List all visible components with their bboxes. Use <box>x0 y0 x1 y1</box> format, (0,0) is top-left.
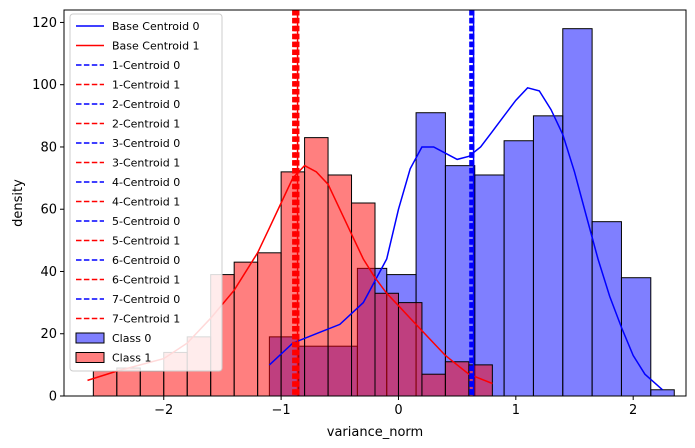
x-tick-label: 1 <box>512 403 520 418</box>
y-tick-label: 60 <box>40 203 57 218</box>
hist-bar <box>351 202 376 397</box>
legend-entry: Class 1 <box>75 352 151 365</box>
legend-entry: 6-Centroid 0 <box>76 254 180 267</box>
legend-entry: 3-Centroid 0 <box>76 137 180 150</box>
x-axis-ticks: −2 −1 0 1 2 <box>154 396 637 418</box>
kde-curve-0 <box>268 86 663 391</box>
legend-swatch <box>75 332 105 344</box>
hist-bar <box>304 137 329 397</box>
legend-entry: 1-Centroid 0 <box>76 59 180 72</box>
y-tick-label: 20 <box>40 327 57 342</box>
legend-label: Base Centroid 1 <box>112 40 200 53</box>
legend-label: 2-Centroid 0 <box>112 98 180 111</box>
legend-entry: 5-Centroid 1 <box>76 235 180 248</box>
legend-label: Base Centroid 0 <box>112 20 200 33</box>
x-tick-label: −1 <box>272 403 291 418</box>
centroid-lines-layer <box>292 10 475 396</box>
legend-entry: 7-Centroid 0 <box>76 293 180 306</box>
plot-frame <box>63 9 687 397</box>
legend-label: 6-Centroid 1 <box>112 274 180 287</box>
y-tick-label: 40 <box>40 265 57 280</box>
x-axis-label: variance_norm <box>327 425 423 440</box>
y-tick-label: 0 <box>49 390 57 405</box>
legend-label: 7-Centroid 1 <box>112 313 180 326</box>
legend-swatch <box>75 352 105 363</box>
legend: Base Centroid 0 Base Centroid 1 1-Centroid… <box>69 13 223 372</box>
x-tick-label: −2 <box>154 403 173 418</box>
legend-label: 1-Centroid 1 <box>112 79 180 92</box>
hist-bar <box>474 174 505 397</box>
legend-label: 4-Centroid 0 <box>112 176 180 189</box>
hist-bar <box>562 28 593 397</box>
legend-label: 4-Centroid 1 <box>112 196 180 209</box>
legend-label: 3-Centroid 1 <box>112 157 180 170</box>
legend-label: Class 1 <box>112 352 151 365</box>
y-tick-label: 120 <box>32 16 57 31</box>
y-tick-label: 80 <box>40 140 57 155</box>
legend-label: 2-Centroid 1 <box>112 118 180 131</box>
legend-entry: 5-Centroid 0 <box>76 215 180 228</box>
x-tick-label: 0 <box>394 403 402 418</box>
hist-bar <box>397 302 423 397</box>
legend-entry: 6-Centroid 1 <box>76 274 180 287</box>
legend-entry: 7-Centroid 1 <box>76 313 180 326</box>
legend-entry: Base Centroid 0 <box>76 20 200 33</box>
legend-label: 3-Centroid 0 <box>112 137 180 150</box>
hist-bar <box>591 221 622 397</box>
hist-bar <box>503 140 534 397</box>
legend-label: 7-Centroid 0 <box>112 293 180 306</box>
hist-bar <box>444 361 470 397</box>
legend-label: 5-Centroid 0 <box>112 215 180 228</box>
legend-label: 6-Centroid 0 <box>112 254 180 267</box>
hist-bar <box>116 367 141 397</box>
legend-entry: Base Centroid 1 <box>76 40 200 53</box>
y-axis-label: density <box>11 179 26 227</box>
hist-bar <box>257 252 282 397</box>
legend-entry: 2-Centroid 0 <box>76 98 180 111</box>
y-axis-ticks: 0 20 40 60 80 100 120 <box>32 16 64 405</box>
hist-bar <box>374 292 399 397</box>
hist-bar <box>421 373 446 397</box>
legend-label: 5-Centroid 1 <box>112 235 180 248</box>
legend-entry: 2-Centroid 1 <box>76 118 180 131</box>
legend-label: 1-Centroid 0 <box>112 59 180 72</box>
legend-entry: 4-Centroid 1 <box>76 196 180 209</box>
legend-box <box>69 13 223 372</box>
y-tick-label: 100 <box>32 78 57 93</box>
hist-bar <box>532 115 564 397</box>
legend-label: Class 0 <box>112 332 151 345</box>
legend-entry: Class 0 <box>75 332 151 345</box>
x-tick-label: 2 <box>629 403 637 418</box>
hist-bar <box>233 261 259 397</box>
legend-entry: 1-Centroid 1 <box>76 79 180 92</box>
legend-entry: 3-Centroid 1 <box>76 157 180 170</box>
legend-entry: 4-Centroid 0 <box>76 176 180 189</box>
hist-bar <box>139 370 165 397</box>
hist-bar <box>650 389 675 397</box>
